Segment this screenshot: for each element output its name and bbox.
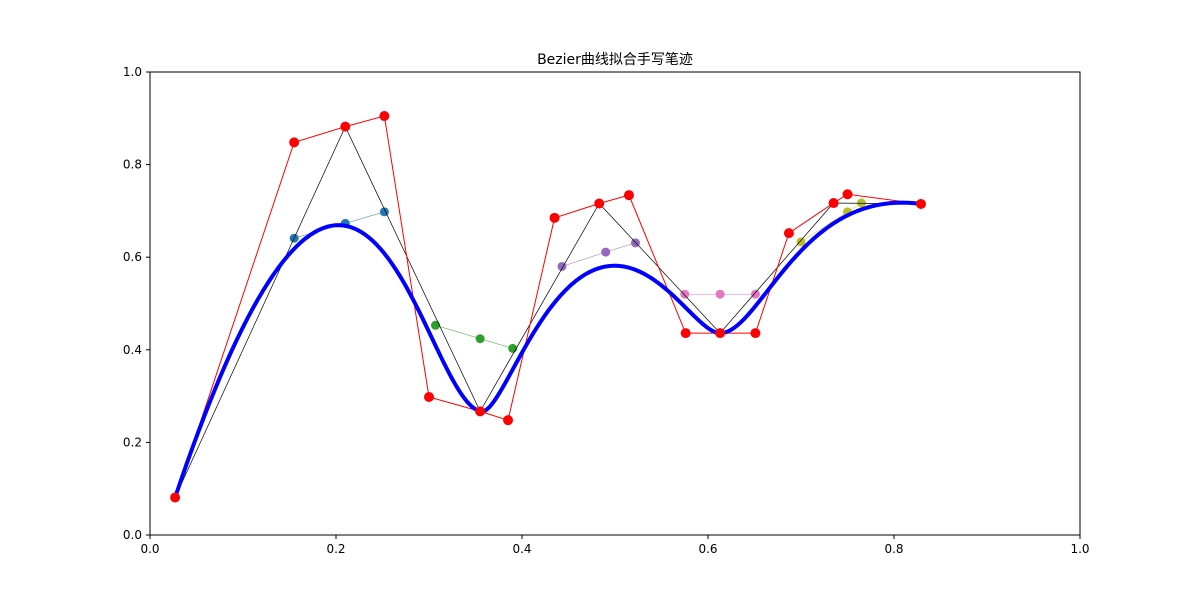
y-tick-label: 0.8 xyxy=(123,158,142,172)
plot-area xyxy=(170,110,926,503)
y-tick-label: 0.2 xyxy=(123,435,142,449)
y-tick-label: 1.0 xyxy=(123,65,142,79)
y-tick-label: 0.0 xyxy=(123,528,142,542)
control-point xyxy=(842,189,853,200)
axes-frame xyxy=(149,71,1081,536)
control-point xyxy=(680,328,691,339)
control-point xyxy=(503,415,514,426)
tangent-point xyxy=(601,247,611,257)
control-point xyxy=(623,190,634,201)
control-point xyxy=(828,198,839,209)
control-point xyxy=(379,110,390,121)
tangent-point xyxy=(750,289,760,299)
control-point xyxy=(594,198,605,209)
control-point xyxy=(783,228,794,239)
y-tick-label: 0.4 xyxy=(123,343,142,357)
control-point xyxy=(424,392,434,403)
tangent-point xyxy=(475,334,485,344)
tangent-point xyxy=(431,320,441,330)
x-tick-label: 1.0 xyxy=(1070,542,1089,556)
control-point xyxy=(475,406,486,417)
tangent-point xyxy=(796,237,806,247)
control-point xyxy=(170,492,181,503)
control-point xyxy=(549,212,560,223)
control-point xyxy=(340,121,351,132)
bezier-curve-line xyxy=(173,200,923,500)
axis-ticks: 0.0 0.2 0.4 0.6 0.8 1.0 0.0 0.2 0.4 0.6 0.8 1.0 xyxy=(123,65,1090,556)
x-tick-label: 0.8 xyxy=(884,542,903,556)
y-tick-label: 0.6 xyxy=(123,250,142,264)
control-point xyxy=(715,328,726,339)
x-tick-label: 0.4 xyxy=(512,542,531,556)
chart-title: Bezier曲线拟合手写笔迹 xyxy=(537,52,693,68)
tangent-point xyxy=(715,289,725,299)
control-point xyxy=(750,328,761,339)
control-point xyxy=(289,137,300,148)
x-tick-label: 0.0 xyxy=(140,542,159,556)
x-tick-label: 0.2 xyxy=(326,542,345,556)
tangent-point xyxy=(680,289,690,299)
control-point xyxy=(915,198,926,209)
x-tick-label: 0.6 xyxy=(698,542,717,556)
